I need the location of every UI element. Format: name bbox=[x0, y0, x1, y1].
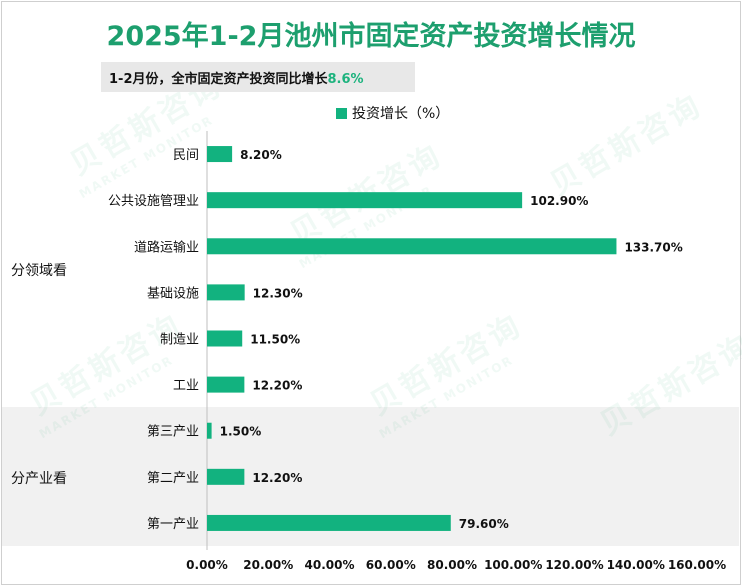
bar bbox=[207, 468, 245, 485]
bar bbox=[207, 284, 245, 301]
category-label: 第二产业 bbox=[147, 471, 199, 486]
subtitle-box bbox=[101, 62, 415, 92]
group-label-domain: 分领域看 bbox=[11, 263, 67, 279]
data-label: 12.20% bbox=[252, 471, 302, 485]
category-label: 第一产业 bbox=[147, 517, 199, 532]
x-tick-label: 140.00% bbox=[607, 558, 665, 572]
bar bbox=[207, 376, 245, 393]
data-label: 102.90% bbox=[530, 194, 588, 208]
x-tick-label: 80.00% bbox=[427, 558, 477, 572]
subtitle-text: 1-2月份，全市固定资产投资同比增长 bbox=[109, 72, 328, 87]
bar bbox=[207, 330, 243, 347]
data-label: 1.50% bbox=[220, 425, 262, 439]
bar bbox=[207, 192, 523, 209]
data-label: 11.50% bbox=[250, 333, 300, 347]
category-label: 工业 bbox=[173, 379, 199, 394]
x-tick-label: 120.00% bbox=[545, 558, 603, 572]
bar bbox=[207, 422, 212, 439]
category-label: 民间 bbox=[173, 148, 199, 163]
chart-title: 2025年1-2月池州市固定资产投资增长情况 bbox=[106, 21, 636, 52]
category-label: 道路运输业 bbox=[134, 239, 199, 255]
legend-swatch bbox=[336, 108, 347, 119]
category-label: 基础设施 bbox=[147, 286, 199, 301]
data-label: 12.20% bbox=[252, 379, 302, 393]
data-label: 12.30% bbox=[253, 286, 303, 300]
legend: 投资增长（%） bbox=[336, 103, 449, 123]
bar bbox=[207, 146, 233, 163]
bar bbox=[207, 514, 451, 531]
category-label: 制造业 bbox=[160, 333, 199, 348]
data-label: 8.20% bbox=[240, 148, 282, 162]
x-tick-label: 20.00% bbox=[243, 558, 293, 572]
category-label: 公共设施管理业 bbox=[108, 194, 199, 209]
x-tick-label: 60.00% bbox=[366, 558, 416, 572]
category-label: 第三产业 bbox=[147, 425, 199, 440]
group-label-industry: 分产业看 bbox=[11, 471, 67, 487]
x-tick-label: 40.00% bbox=[305, 558, 355, 572]
subtitle-value: 8.6% bbox=[327, 72, 364, 87]
data-label: 79.60% bbox=[459, 517, 509, 531]
x-tick-label: 160.00% bbox=[668, 558, 726, 572]
subtitle: 1-2月份，全市固定资产投资同比增长8.6% bbox=[109, 68, 364, 87]
x-tick-label: 100.00% bbox=[484, 558, 542, 572]
data-label: 133.70% bbox=[624, 240, 682, 254]
bar bbox=[207, 238, 617, 255]
legend-label: 投资增长（%） bbox=[352, 106, 450, 122]
x-tick-label: 0.00% bbox=[186, 558, 228, 572]
